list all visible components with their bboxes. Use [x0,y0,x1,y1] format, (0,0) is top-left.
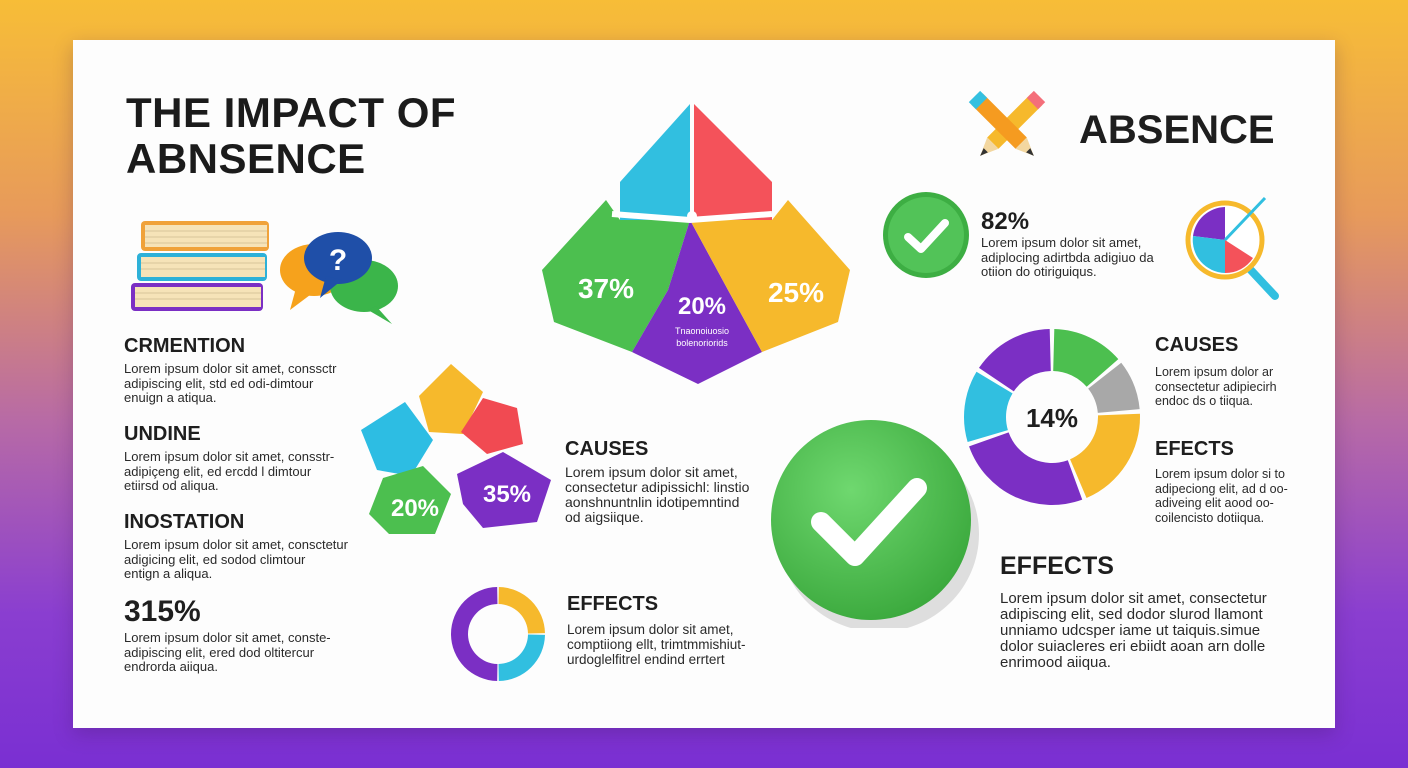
shape-yellow [419,364,483,434]
donut-center-label: 14% [1026,403,1078,433]
page-title: THE IMPACT OF ABNSENCE [126,89,457,182]
donut-segment [451,587,498,681]
magnifier-chart-icon [1185,196,1279,300]
shape-red [461,398,523,454]
absence-heading: ABSENCE [1079,108,1275,152]
infographic-card: THE IMPACT OF ABNSENCE ? [73,40,1335,728]
list-item: 315% Lorem ipsum dolor sit amet, conste-… [124,595,331,674]
donut-segment [964,371,1013,442]
donut-segment [1070,413,1140,498]
donut-segment [978,329,1051,392]
small-donut-chart [451,587,545,681]
svg-text:?: ? [329,244,347,277]
chat-bubbles-icon: ? [280,232,398,324]
right-effects-block: EFECTS Lorem ipsum dolor si to adipecion… [1155,438,1288,525]
donut-segment [1088,362,1140,413]
list-item: INOSTATION Lorem ipsum dolor sit amet, c… [124,511,348,581]
check-circle-icon [883,192,969,278]
donut-segment [1053,329,1119,387]
facet-green [542,200,690,352]
effects-block: EFFECTS Lorem ipsum dolor sit amet, comp… [567,593,746,667]
facet-yellow [690,200,850,352]
shape-purple [457,452,551,528]
donut-segment [969,432,1083,505]
segment-label: 37% [578,273,634,304]
shape-blue [361,402,433,476]
big-effects-block: EFFECTS Lorem ipsum dolor sit amet, cons… [1000,552,1267,671]
segment-label: 20% [678,293,726,320]
segment-label: 25% [768,277,824,308]
check-circle-icon [771,420,979,628]
books-icon [131,221,269,311]
segment-sublabel: bolenoriorids [676,338,728,348]
list-item: UNDINE Lorem ipsum dolor sit amet, conss… [124,423,335,493]
shape-label: 35% [483,481,531,508]
shape-green [369,466,451,534]
faceted-percent-chart: 37% 20% Tnaonoiuosio bolenoriorids 25% [542,104,850,384]
causes-block: CAUSES Lorem ipsum dolor sit amet, conse… [565,438,750,525]
top-right-facet [694,104,772,220]
right-causes-block: CAUSES Lorem ipsum dolor ar consectetur … [1155,334,1277,408]
facet-purple [632,220,762,384]
shape-label: 20% [391,495,439,522]
shape-cluster: 20% 35% [361,364,551,534]
right-donut-chart: 14% [964,329,1140,505]
list-item: CRMENTION Lorem ipsum dolor sit amet, co… [124,335,337,405]
top-left-facet [620,104,690,220]
segment-sublabel: Tnaonoiuosio [675,326,729,336]
stat-82: 82% Lorem ipsum dolor sit amet, adiploci… [981,208,1154,279]
donut-segment [498,634,545,681]
donut-segment [498,587,545,634]
crossed-pencils-icon [968,90,1046,156]
